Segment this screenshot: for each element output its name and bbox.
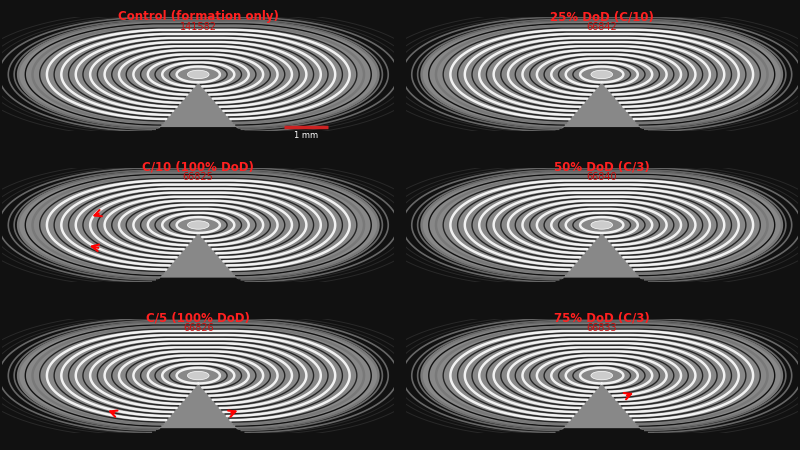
Text: 66826: 66826 (183, 323, 214, 333)
Polygon shape (422, 323, 782, 428)
Text: Control (formation only): Control (formation only) (118, 10, 278, 23)
Text: 75% DoD (C/3): 75% DoD (C/3) (554, 311, 650, 324)
Bar (398, 302, 406, 449)
Text: 1 mm: 1 mm (294, 131, 318, 140)
Text: 141582: 141582 (180, 22, 217, 32)
Text: 66833: 66833 (586, 323, 617, 333)
Bar (0, 302, 2, 449)
Text: 66840: 66840 (586, 172, 617, 182)
Text: 25% DoD (C/10): 25% DoD (C/10) (550, 10, 654, 23)
Ellipse shape (591, 221, 613, 229)
Ellipse shape (187, 221, 209, 229)
Ellipse shape (591, 70, 613, 79)
Ellipse shape (591, 371, 613, 380)
Polygon shape (422, 172, 782, 278)
Text: 50% DoD (C/3): 50% DoD (C/3) (554, 161, 650, 174)
Bar (398, 152, 406, 298)
Bar (2, 432, 394, 449)
Polygon shape (18, 22, 378, 127)
Text: C/5 (100% DoD): C/5 (100% DoD) (146, 311, 250, 324)
Text: 66842: 66842 (586, 22, 617, 32)
Ellipse shape (187, 371, 209, 380)
Bar (398, 1, 406, 148)
Bar (406, 432, 798, 449)
Bar (406, 131, 798, 148)
Bar (2, 131, 394, 148)
Polygon shape (18, 323, 378, 428)
Bar (0, 152, 2, 298)
Polygon shape (18, 172, 378, 278)
Ellipse shape (187, 70, 209, 79)
Text: C/10 (100% DoD): C/10 (100% DoD) (142, 161, 254, 174)
Bar (2, 282, 394, 298)
Bar (0, 1, 2, 148)
Polygon shape (422, 22, 782, 127)
Text: 66825: 66825 (183, 172, 214, 182)
Bar (406, 282, 798, 298)
